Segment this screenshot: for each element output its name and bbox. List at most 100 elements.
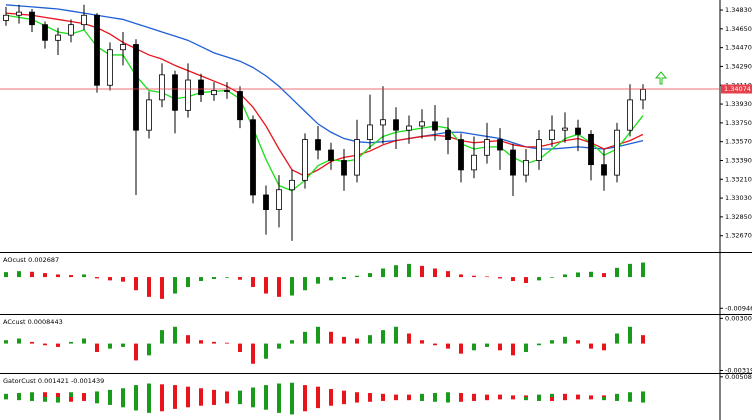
candle-body xyxy=(120,44,126,51)
histogram-bar xyxy=(56,343,60,347)
histogram-bar xyxy=(186,386,190,397)
histogram-bar xyxy=(368,393,372,397)
y-tick-label: 0.0030039 xyxy=(725,314,752,322)
histogram-bar xyxy=(615,267,619,278)
histogram-bar xyxy=(173,385,177,397)
histogram-bar xyxy=(4,393,8,397)
candle-body xyxy=(42,24,48,41)
histogram-bar xyxy=(277,383,281,397)
candle-body xyxy=(81,14,87,26)
histogram-bar xyxy=(459,343,463,354)
histogram-bar xyxy=(550,397,554,401)
candle-body xyxy=(458,139,464,171)
histogram-bar xyxy=(290,277,294,296)
histogram-bar xyxy=(17,338,21,344)
candle-body xyxy=(107,49,113,86)
panel-title: GatorCust 0.001421 -0.001439 xyxy=(3,377,104,385)
histogram-bar xyxy=(160,330,164,344)
histogram-bar xyxy=(615,397,619,401)
histogram-bar xyxy=(537,277,541,281)
candle-body xyxy=(159,74,165,101)
histogram-bar xyxy=(225,342,229,344)
histogram-bar xyxy=(524,277,528,284)
candle-body xyxy=(16,11,22,16)
histogram-bar xyxy=(433,393,437,397)
histogram-bar xyxy=(30,392,34,397)
histogram-bar xyxy=(147,343,151,356)
histogram-bar xyxy=(4,272,8,278)
histogram-bar xyxy=(472,393,476,397)
histogram-bar xyxy=(641,391,645,397)
histogram-bar xyxy=(589,395,593,397)
histogram-bar xyxy=(329,277,333,281)
histogram-bar xyxy=(329,331,333,344)
candle-body xyxy=(68,24,74,36)
histogram-bar xyxy=(238,343,242,352)
histogram-bar xyxy=(628,326,632,344)
histogram-bar xyxy=(524,395,528,397)
histogram-bar xyxy=(537,343,541,346)
histogram-bar xyxy=(459,274,463,278)
histogram-bar xyxy=(121,397,125,408)
histogram-bar xyxy=(589,343,593,349)
candle-body xyxy=(640,89,646,101)
histogram-bar xyxy=(160,384,164,397)
histogram-bar xyxy=(524,397,528,401)
histogram-bar xyxy=(524,343,528,352)
y-tick-label: -0.0031988 xyxy=(725,366,752,374)
histogram-bar xyxy=(498,394,502,397)
candle-body xyxy=(276,189,282,210)
histogram-bar xyxy=(199,277,203,282)
histogram-bar xyxy=(173,326,177,344)
y-tick-label: 1.33210 xyxy=(725,175,752,183)
histogram-bar xyxy=(615,333,619,344)
histogram-bar xyxy=(108,389,112,397)
histogram-bar xyxy=(30,397,34,401)
histogram-bar xyxy=(43,273,47,278)
candle-body xyxy=(614,129,620,176)
candle-body xyxy=(302,139,308,181)
histogram-bar xyxy=(251,343,255,364)
candle-body xyxy=(588,133,594,166)
candle-body xyxy=(354,139,360,176)
candle-body xyxy=(523,160,529,176)
histogram-bar xyxy=(511,395,515,397)
histogram-bar xyxy=(238,277,242,280)
candle-body xyxy=(237,91,243,121)
histogram-bar xyxy=(407,397,411,401)
y-tick-label: 1.34830 xyxy=(725,6,752,14)
histogram-bar xyxy=(56,397,60,403)
candle-body xyxy=(484,139,490,156)
histogram-bar xyxy=(381,397,385,401)
histogram-bar xyxy=(56,274,60,278)
histogram-bar xyxy=(420,340,424,344)
histogram-bar xyxy=(342,336,346,344)
histogram-bar xyxy=(368,335,372,344)
histogram-bar xyxy=(82,393,86,397)
histogram-bar xyxy=(576,272,580,278)
histogram-bar xyxy=(82,338,86,344)
histogram-bar xyxy=(173,277,177,294)
histogram-bar xyxy=(290,397,294,415)
y-tick-label: 1.32670 xyxy=(725,232,752,240)
histogram-bar xyxy=(420,397,424,401)
histogram-bar xyxy=(4,397,8,400)
histogram-bar xyxy=(303,331,307,344)
histogram-bar xyxy=(394,397,398,401)
histogram-bar xyxy=(199,397,203,406)
histogram-bar xyxy=(303,385,307,397)
histogram-bar xyxy=(329,397,333,406)
histogram-bar xyxy=(407,263,411,278)
histogram-bar xyxy=(420,265,424,278)
histogram-bar xyxy=(121,388,125,397)
histogram-bar xyxy=(69,275,73,278)
histogram-bar xyxy=(459,393,463,397)
histogram-bar xyxy=(186,335,190,344)
candle-body xyxy=(601,164,607,176)
histogram-bar xyxy=(303,277,307,291)
y-tick-label: 1.33390 xyxy=(725,156,752,164)
histogram-bar xyxy=(199,388,203,397)
histogram-bar xyxy=(602,397,606,401)
candle-body xyxy=(263,194,269,210)
histogram-bar xyxy=(342,397,346,405)
